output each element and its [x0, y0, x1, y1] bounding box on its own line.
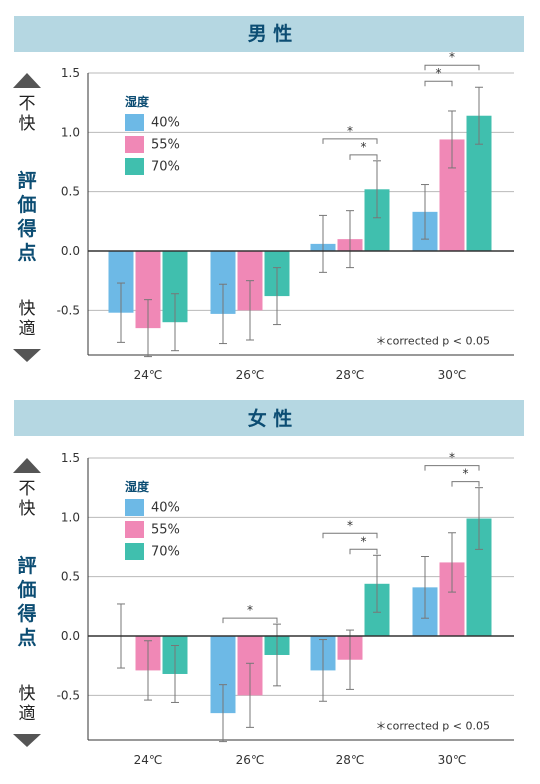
significance-bracket — [425, 466, 479, 471]
significance-bracket — [223, 618, 277, 623]
category-label: 26℃ — [236, 753, 265, 767]
ylabel-score-char: 点 — [17, 242, 36, 264]
category-label: 26℃ — [236, 368, 265, 382]
ylabel-score-char: 得 — [16, 602, 36, 625]
y-tick-label: 0.0 — [61, 244, 80, 258]
legend-label: 70% — [151, 160, 180, 175]
legend-title: 湿度 — [125, 479, 150, 494]
y-tick-label: 0.0 — [61, 629, 80, 643]
significance-bracket — [350, 155, 377, 160]
significance-star: * — [449, 50, 455, 64]
category-label: 30℃ — [438, 753, 467, 767]
significance-bracket — [425, 81, 452, 86]
ylabel-score-char: 評 — [17, 169, 36, 192]
significance-star: * — [449, 451, 455, 465]
ylabel-score-char: 価 — [16, 579, 36, 601]
legend-label: 70% — [151, 545, 180, 560]
significance-bracket — [425, 65, 479, 70]
arrow-down-icon — [13, 349, 41, 362]
y-tick-label: -0.5 — [57, 303, 80, 317]
category-label: 24℃ — [134, 368, 163, 382]
ylabel-discomfort-char: 不 — [19, 479, 36, 499]
significance-note: ＊corrected p < 0.05 — [376, 720, 490, 733]
category-label: 24℃ — [134, 753, 163, 767]
category-label: 28℃ — [336, 368, 365, 382]
significance-bracket — [323, 533, 377, 538]
chart-title: 男 性 — [248, 22, 293, 45]
legend-label: 40% — [151, 116, 180, 131]
significance-star: * — [436, 66, 442, 80]
ylabel-score-char: 得 — [16, 217, 36, 240]
y-tick-label: 1.0 — [61, 125, 80, 139]
legend-label: 55% — [151, 523, 180, 538]
ylabel-comfort-char: 快 — [19, 684, 36, 704]
arrow-down-icon — [13, 734, 41, 747]
significance-star: * — [347, 124, 353, 138]
legend-label: 40% — [151, 501, 180, 516]
significance-bracket — [452, 482, 479, 487]
ylabel-comfort-char: 快 — [19, 299, 36, 319]
ylabel-comfort-char: 適 — [19, 319, 36, 339]
significance-star: * — [361, 534, 367, 548]
y-tick-label: 1.5 — [61, 451, 80, 465]
significance-star: * — [361, 140, 367, 154]
y-tick-label: 1.5 — [61, 66, 80, 80]
legend-swatch — [125, 543, 144, 560]
ylabel-discomfort-char: 快 — [19, 499, 36, 519]
legend-swatch — [125, 158, 144, 175]
chart-title: 女 性 — [248, 407, 293, 430]
ylabel-discomfort-char: 不 — [19, 94, 36, 114]
ylabel-discomfort-char: 快 — [19, 114, 36, 134]
significance-note: ＊corrected p < 0.05 — [376, 335, 490, 348]
category-label: 30℃ — [438, 368, 467, 382]
significance-bracket — [323, 139, 377, 144]
ylabel-score-char: 価 — [16, 194, 36, 216]
ylabel-score-char: 点 — [17, 627, 36, 649]
legend-swatch — [125, 499, 144, 516]
legend-swatch — [125, 114, 144, 131]
significance-bracket — [350, 549, 377, 554]
legend-label: 55% — [151, 138, 180, 153]
y-tick-label: -0.5 — [57, 688, 80, 702]
significance-star: * — [347, 518, 353, 532]
arrow-up-icon — [13, 458, 41, 473]
y-tick-label: 0.5 — [61, 570, 80, 584]
legend-title: 湿度 — [125, 94, 150, 109]
category-label: 28℃ — [336, 753, 365, 767]
legend-swatch — [125, 521, 144, 538]
significance-star: * — [247, 603, 253, 617]
ylabel-comfort-char: 適 — [19, 704, 36, 724]
arrow-up-icon — [13, 73, 41, 88]
legend-swatch — [125, 136, 144, 153]
ylabel-score-char: 評 — [17, 554, 36, 577]
y-tick-label: 1.0 — [61, 510, 80, 524]
significance-star: * — [463, 467, 469, 481]
y-tick-label: 0.5 — [61, 185, 80, 199]
